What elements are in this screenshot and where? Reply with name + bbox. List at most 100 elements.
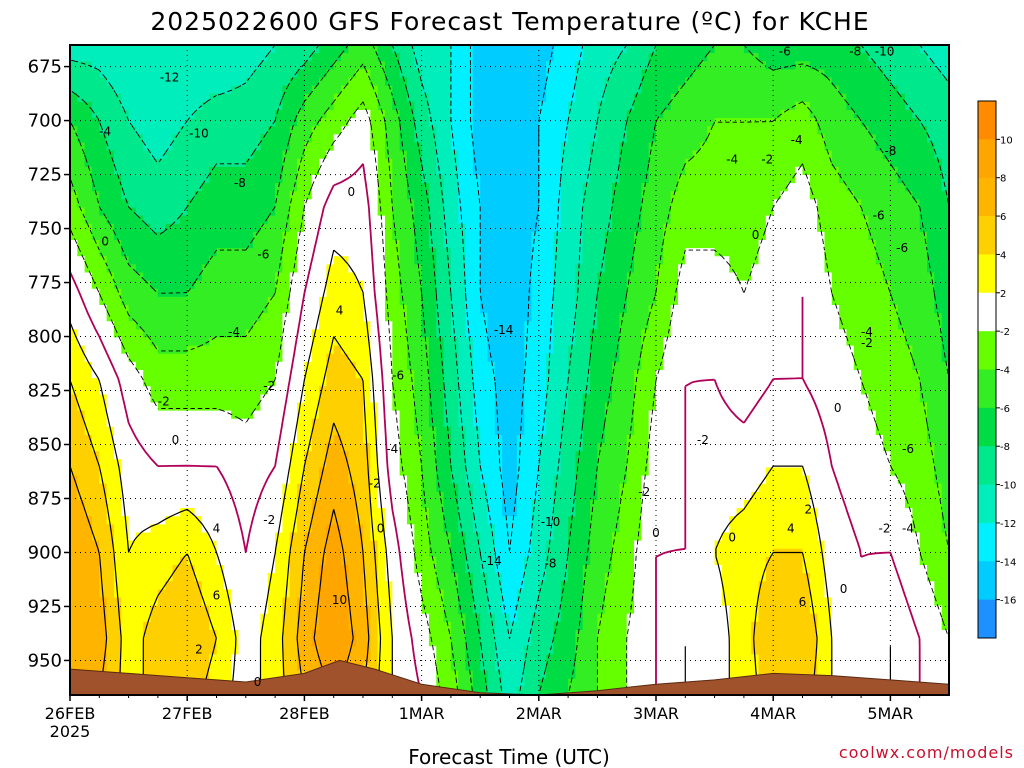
field-cell: [179, 248, 188, 257]
field-cell: [472, 142, 481, 152]
field-cell: [853, 93, 862, 103]
field-cell: [128, 231, 137, 241]
field-cell: [934, 215, 943, 225]
field-cell: [406, 183, 415, 192]
field-cell: [150, 166, 159, 176]
field-cell: [267, 183, 276, 192]
field-cell: [560, 215, 569, 225]
field-cell: [84, 353, 93, 363]
field-cell: [223, 158, 232, 168]
field-cell: [846, 150, 855, 160]
field-cell: [209, 183, 218, 192]
field-cell: [260, 175, 269, 184]
field-cell: [546, 353, 555, 363]
field-cell: [406, 296, 415, 306]
field-cell: [824, 110, 833, 119]
field-cell: [846, 313, 855, 322]
field-cell: [165, 329, 174, 339]
field-cell: [450, 248, 459, 257]
field-cell: [626, 77, 635, 87]
field-cell: [817, 158, 826, 168]
field-cell: [619, 223, 628, 233]
field-cell: [187, 337, 196, 347]
field-cell: [560, 207, 569, 217]
field-cell: [626, 329, 635, 339]
field-cell: [458, 166, 467, 176]
field-cell: [187, 207, 196, 217]
field-cell: [934, 45, 943, 54]
field-cell: [765, 231, 774, 241]
field-cell: [773, 45, 782, 54]
field-cell: [436, 256, 445, 265]
field-cell: [238, 150, 247, 160]
field-cell: [802, 183, 811, 192]
field-cell: [634, 313, 642, 322]
field-cell: [238, 126, 247, 135]
field-cell: [795, 345, 804, 355]
field-cell: [809, 288, 818, 298]
field-cell: [91, 345, 100, 355]
field-cell: [91, 305, 100, 314]
field-cell: [919, 370, 928, 379]
field-cell: [846, 101, 855, 111]
field-cell: [187, 150, 196, 160]
field-cell: [319, 61, 327, 70]
field-cell: [641, 191, 650, 200]
field-cell: [223, 175, 232, 184]
field-cell: [641, 370, 650, 379]
field-cell: [509, 199, 518, 209]
field-cell: [121, 53, 130, 62]
field-cell: [370, 158, 379, 168]
field-cell: [121, 337, 130, 347]
field-cell: [282, 69, 291, 79]
field-cell: [897, 305, 906, 314]
field-cell: [494, 142, 503, 152]
field-cell: [780, 199, 789, 209]
field-cell: [392, 337, 401, 347]
field-cell: [472, 321, 481, 330]
field-cell: [216, 215, 225, 225]
field-cell: [509, 110, 518, 119]
field-cell: [201, 248, 210, 257]
field-cell: [729, 361, 738, 371]
field-cell: [509, 183, 518, 192]
field-cell: [187, 53, 196, 62]
field-cell: [77, 183, 86, 192]
field-cell: [143, 337, 152, 347]
field-cell: [502, 199, 511, 209]
field-cell: [494, 353, 503, 363]
field-cell: [729, 272, 738, 282]
field-cell: [348, 215, 357, 225]
field-cell: [333, 142, 342, 152]
field-cell: [634, 264, 642, 274]
field-cell: [927, 264, 935, 274]
field-cell: [890, 175, 899, 184]
field-cell: [516, 231, 525, 241]
field-cell: [465, 370, 474, 379]
field-cell: [692, 215, 701, 225]
field-cell: [685, 101, 694, 111]
field-cell: [458, 256, 467, 265]
field-cell: [861, 61, 870, 70]
field-cell: [919, 256, 928, 265]
field-cell: [846, 248, 855, 257]
field-cell: [260, 191, 269, 200]
field-cell: [238, 329, 247, 339]
field-cell: [267, 321, 276, 330]
field-cell: [157, 337, 166, 347]
field-cell: [626, 313, 635, 322]
field-cell: [897, 207, 906, 217]
field-cell: [121, 93, 130, 103]
field-cell: [77, 166, 86, 176]
field-cell: [77, 142, 86, 152]
field-cell: [121, 288, 130, 298]
field-cell: [751, 329, 760, 339]
field-cell: [209, 61, 218, 70]
field-cell: [70, 378, 78, 387]
field-cell: [363, 223, 371, 233]
field-cell: [282, 305, 291, 314]
field-cell: [568, 191, 577, 200]
field-cell: [223, 191, 232, 200]
field-cell: [187, 175, 196, 184]
field-cell: [590, 264, 598, 274]
